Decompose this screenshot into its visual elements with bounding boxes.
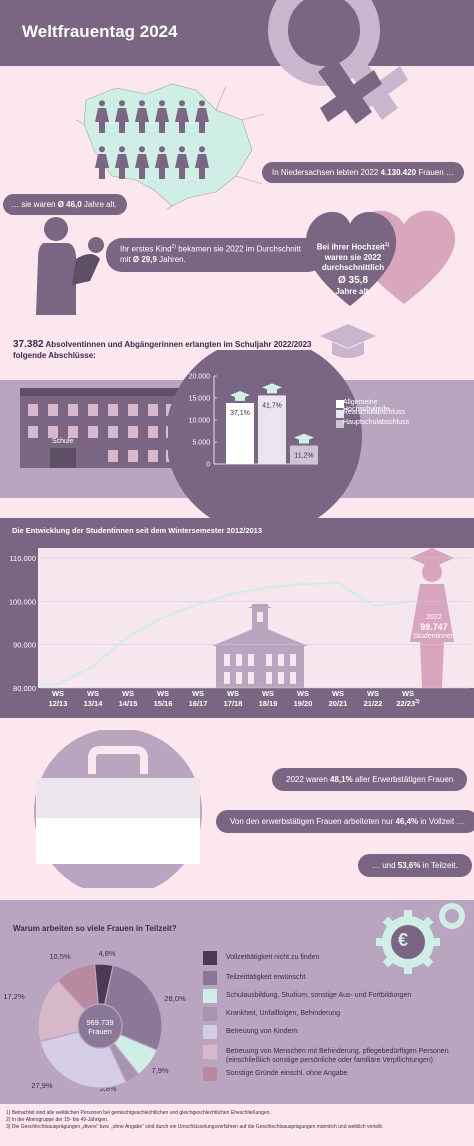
x-tick-label: WS (262, 689, 274, 698)
university-building-icon (212, 604, 308, 688)
pie-data-label: 4,8% (98, 949, 115, 958)
x-tick-label: WS (332, 689, 344, 698)
legend-swatch (203, 1007, 217, 1021)
venus-icon (268, 0, 408, 124)
heart-icon (305, 210, 456, 306)
legend-label: Sonstige Gründe einschl. ohne Angabe (226, 1070, 348, 1077)
bag-icon (34, 730, 202, 888)
school-building-icon (20, 388, 180, 468)
legend-swatch (336, 420, 344, 428)
age-pill: … sie waren Ø 46,0 Jahre alt. (3, 194, 127, 215)
bar-data-label: 11,2% (294, 453, 313, 460)
x-tick-label: 12/13 (49, 699, 68, 708)
pie-data-label: 7,9% (151, 1066, 168, 1075)
first-child-pill: Ihr erstes Kind2) bekamen sie 2022 im Du… (106, 238, 324, 273)
graduation-cap-icon (320, 324, 376, 358)
x-tick-label: WS (157, 689, 169, 698)
y-tick-label: 20.000 (189, 374, 211, 381)
header-band (0, 0, 474, 66)
mother-child-icon (36, 217, 104, 315)
school-heading: 37.382 Absolventinnen und Abgängerinnen … (13, 339, 312, 360)
pie-title: Warum arbeiten so viele Frauen in Teilze… (13, 924, 177, 933)
work-pill-2: Von den erwerbstätigen Frauen arbeiteten… (216, 810, 474, 833)
legend-swatch (203, 971, 217, 985)
y-tick-label: 0 (206, 462, 210, 469)
pie-data-label: 27,9% (31, 1081, 53, 1090)
x-tick-label: WS (367, 689, 379, 698)
legend-swatch (336, 410, 344, 418)
pie-center-text: 969.739 Frauen (86, 1018, 114, 1037)
school-label: Schule (52, 438, 74, 445)
x-tick-label: 21/22 (364, 699, 383, 708)
x-tick-label: 13/14 (84, 699, 104, 708)
legend-label-extra: (einschließlich sonstige persönliche ode… (226, 1057, 433, 1064)
work-pill-3: … und 53,6% in Teilzeit. (358, 854, 472, 877)
y-tick-label: 15.000 (189, 396, 211, 403)
parttime-pie-chart: 4,8% 28,0% 7,9% 3,8% 27,9% 17,2% 10,5% (3, 949, 186, 1093)
legend-label: Betreuung von Kindern (226, 1028, 298, 1035)
bar-data-label: 41,7% (262, 402, 282, 409)
y-tick-label: 90.000 (13, 641, 36, 650)
legend-swatch (203, 1045, 217, 1059)
graduation-cap-icon (294, 433, 314, 444)
y-tick-label: 80.000 (13, 684, 36, 693)
x-tick-label: WS (52, 689, 64, 698)
legend-swatch (203, 1025, 217, 1039)
population-pill: In Niedersachsen lebten 2022 4.130.420 F… (262, 162, 464, 183)
graduation-cap-icon (262, 383, 282, 394)
x-tick-label: WS (192, 689, 204, 698)
bar (258, 395, 286, 464)
legend-swatch (203, 1067, 217, 1081)
euro-icon: € (398, 930, 409, 950)
pie-data-label: 3,8% (99, 1084, 116, 1093)
students-title: Die Entwicklung der Studentinnen seit de… (12, 526, 263, 535)
x-tick-label: 18/19 (259, 699, 278, 708)
bar-data-label: 37,1% (230, 410, 250, 417)
x-tick-label: 20/21 (329, 699, 348, 708)
legend-swatch (336, 400, 344, 408)
gear-icon (376, 903, 465, 974)
x-tick-label: 17/18 (224, 699, 243, 708)
legend-swatch (203, 951, 217, 965)
work-pill-1: 2022 waren 48,1% aller Erwerbstätigen Fr… (272, 768, 468, 791)
pie-hole (77, 1003, 123, 1049)
legend-swatch (203, 989, 217, 1003)
legend-label: Betreuung von Menschen mit Behinderung, … (226, 1048, 449, 1055)
legend-label: Teilzeittätigkeit erwünscht (226, 974, 306, 981)
legend-label: Schulausbildung, Studium, sonstige Aus- … (226, 992, 412, 999)
pie-data-label: 28,0% (164, 994, 186, 1003)
x-tick-label: WS (87, 689, 99, 698)
y-tick-label: 110.000 (9, 554, 36, 563)
bar (226, 402, 254, 464)
x-tick-label: WS (402, 689, 414, 698)
bar (290, 445, 318, 464)
graduation-cap-icon (230, 390, 250, 401)
pie-data-label: 17,2% (3, 992, 25, 1001)
x-tick-label: WS (122, 689, 134, 698)
legend-label: Krankheit, Unfallfolgen, Behinderung (226, 1010, 341, 1017)
series-line (40, 581, 409, 686)
y-tick-label: 100.000 (9, 597, 36, 606)
y-tick-label: 10.000 (189, 418, 211, 425)
y-tick-label: 5.000 (192, 440, 210, 447)
school-bar-chart: 0 5.000 10.000 15.000 20.000 37,1% 41,7% 11,2% (189, 374, 318, 469)
students-line-chart: 80.00090.000100.000110.000WS12/13WS13/14… (9, 554, 470, 708)
x-tick-label: 16/17 (189, 699, 208, 708)
x-tick-label: WS (297, 689, 309, 698)
x-tick-label: 22/233) (396, 699, 420, 708)
x-tick-label: WS (227, 689, 239, 698)
page-title: Weltfrauentag 2024 (22, 22, 178, 41)
footnotes: 1) Betrachtet sind alle weiblichen Perso… (6, 1110, 384, 1130)
women-grid (95, 100, 209, 179)
pie-data-label: 10,5% (49, 952, 71, 961)
wedding-text: Bei ihrer Hochzeit1) waren sie 2022 durc… (316, 242, 390, 296)
legend-label: Vollzeittätigkeit nicht zu finden (226, 954, 320, 961)
x-tick-label: 14/15 (119, 699, 138, 708)
x-tick-label: 15/16 (154, 699, 173, 708)
students-annotation: 2022 99.747 Studentinnen (413, 614, 455, 641)
x-tick-label: 19/20 (294, 699, 313, 708)
